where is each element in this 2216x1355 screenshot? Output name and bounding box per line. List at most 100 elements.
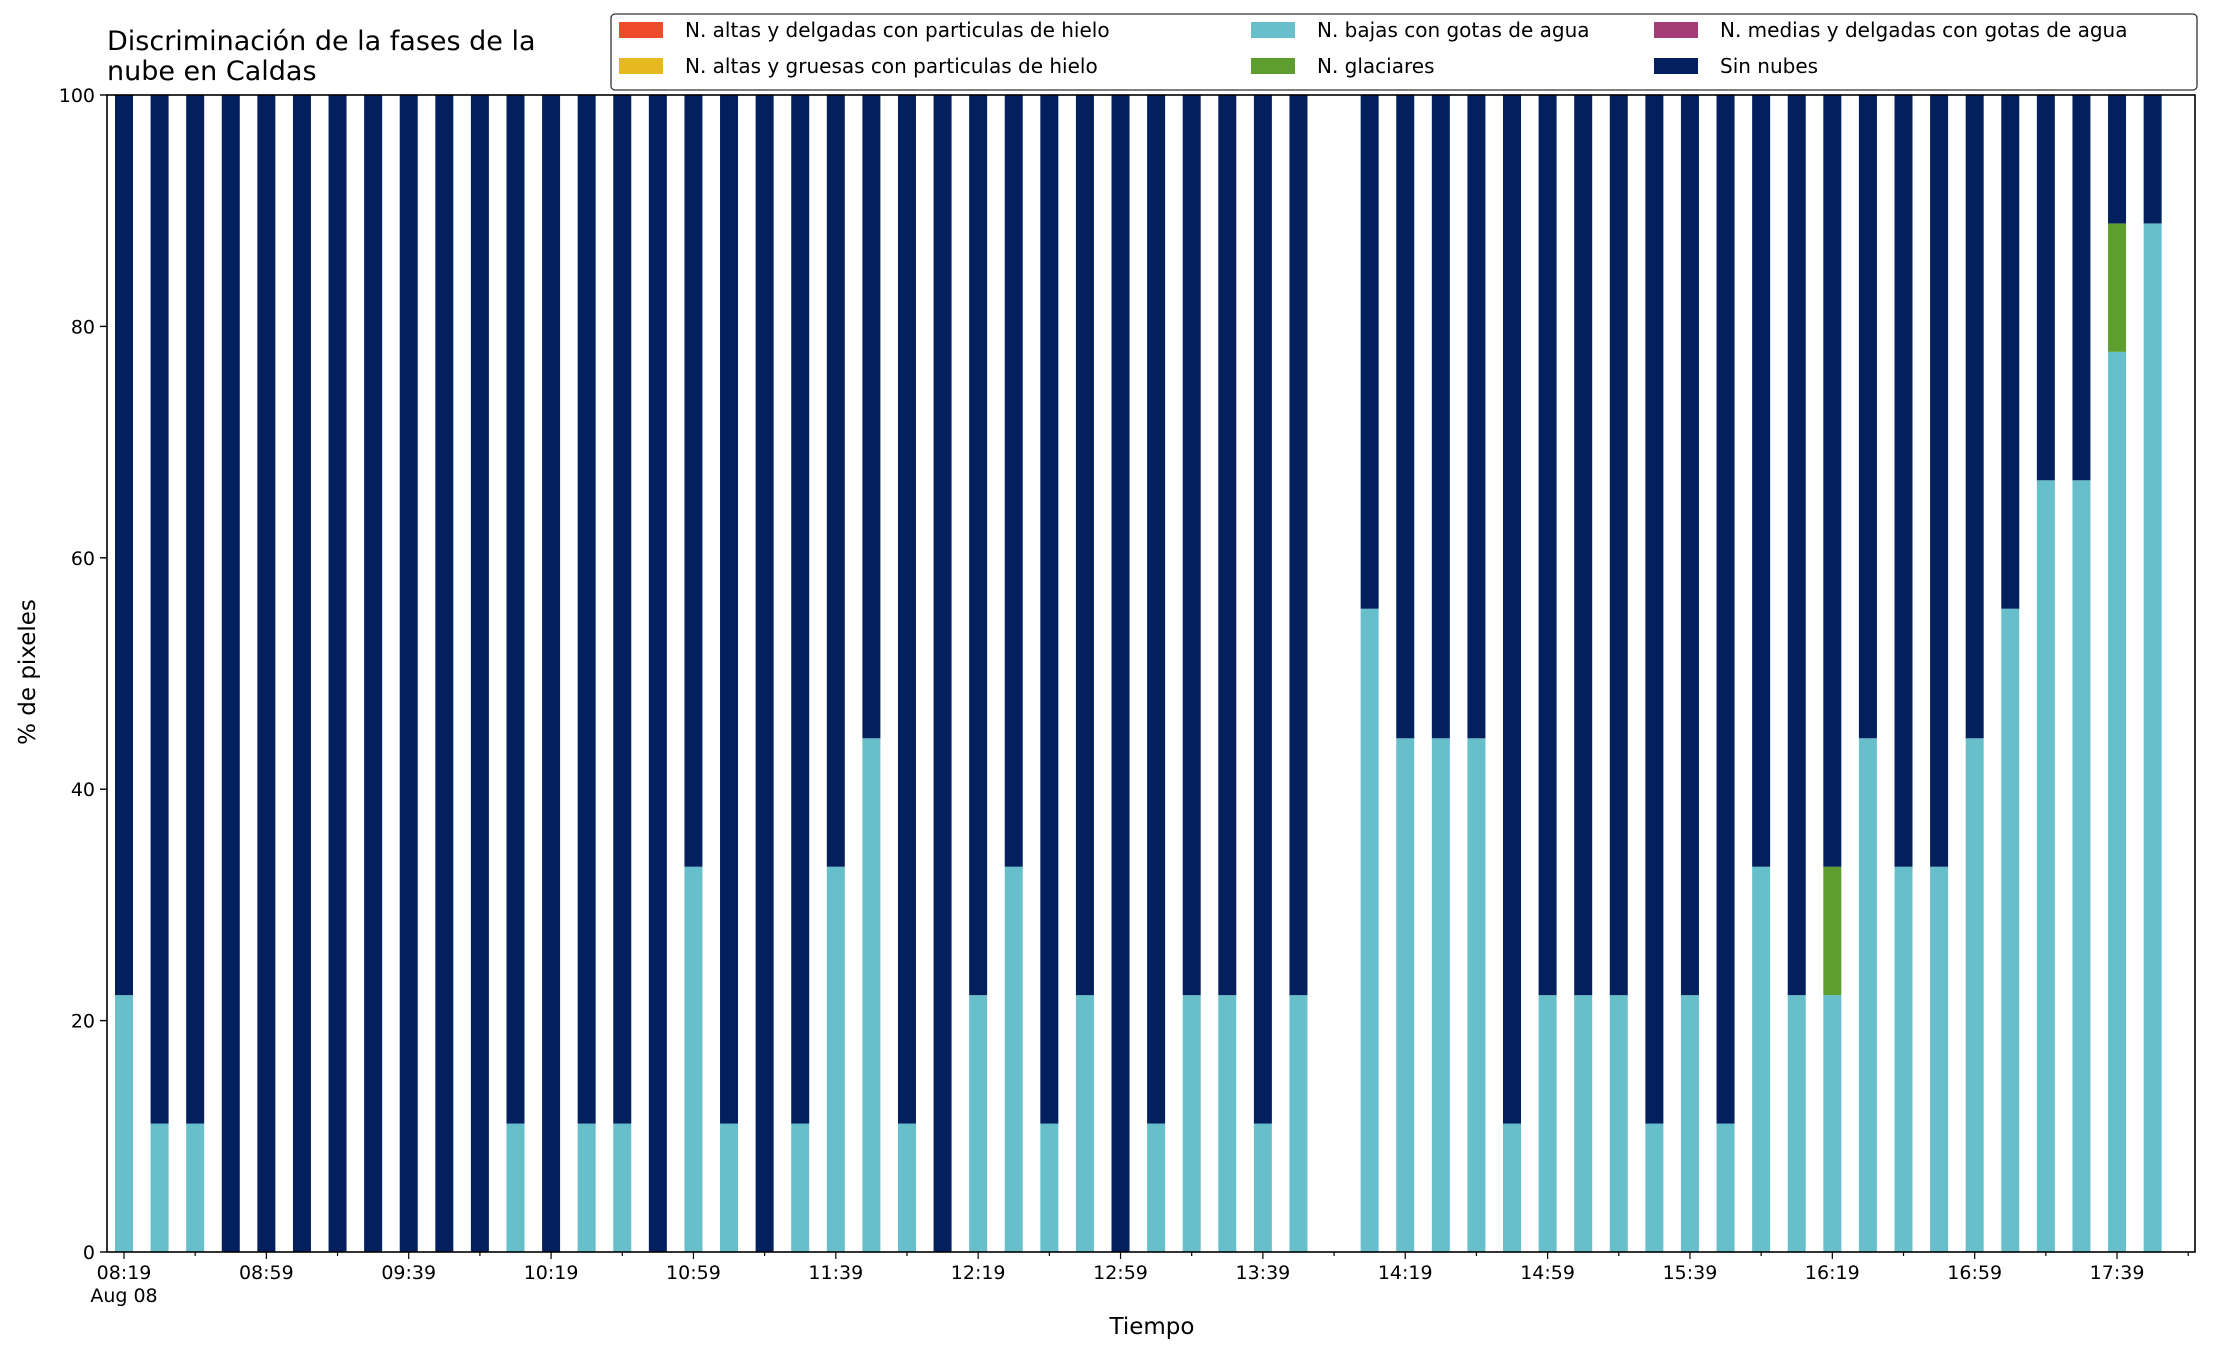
bar-segment <box>1289 95 1308 996</box>
bar-segment <box>2143 223 2162 1253</box>
legend-label: N. glaciares <box>1317 54 1435 78</box>
bar-segment <box>826 866 845 1252</box>
bar-segment <box>1360 608 1379 1252</box>
bar-segment <box>862 738 881 1252</box>
legend-swatch <box>1654 22 1698 38</box>
bar-segment <box>364 95 383 1252</box>
legend-swatch <box>619 22 663 38</box>
bar-segment <box>1823 95 1842 867</box>
plot-frame <box>106 94 2196 1253</box>
bar-segment <box>613 95 632 1124</box>
bar-segment <box>506 1123 525 1252</box>
bar-segment <box>791 95 810 1124</box>
chart-title-line: Discriminación de la fases de la <box>107 26 536 57</box>
chart-title-line: nube en Caldas <box>107 56 317 87</box>
bar-segment <box>1716 1123 1735 1252</box>
x-tick-label: 08:59 <box>239 1262 294 1284</box>
bar-segment <box>2072 480 2091 1252</box>
bar-segment <box>292 95 311 1252</box>
bar-segment <box>221 95 240 1252</box>
bars <box>115 95 2162 1253</box>
bar-segment <box>1075 995 1094 1252</box>
bar-segment <box>399 95 418 1252</box>
bar-segment <box>1075 95 1094 996</box>
x-tick-label: 16:19 <box>1805 1262 1860 1284</box>
bar-segment <box>897 1123 916 1252</box>
bar-segment <box>1823 995 1842 1252</box>
x-tick-label: 08:19 <box>97 1262 152 1284</box>
bar-segment <box>1787 95 1806 996</box>
bar-segment <box>1894 95 1913 867</box>
bar-segment <box>1574 995 1593 1252</box>
bar-segment <box>2001 95 2020 609</box>
x-axis-label: Tiempo <box>1109 1314 1195 1340</box>
bar-segment <box>1858 738 1877 1252</box>
bar-segment <box>435 95 454 1252</box>
bar-segment <box>969 995 988 1252</box>
bar-segment <box>755 95 774 1252</box>
bar-segment <box>1609 995 1628 1252</box>
bar-segment <box>1004 95 1023 867</box>
bar-segment <box>1182 995 1201 1252</box>
bar-segment <box>1680 95 1699 996</box>
legend-swatch <box>1251 58 1295 74</box>
legend-swatch <box>1251 22 1295 38</box>
x-tick-label: 11:39 <box>808 1262 863 1284</box>
x-tick-label: 12:19 <box>951 1262 1006 1284</box>
bar-segment <box>1680 995 1699 1252</box>
legend: N. altas y delgadas con particulas de hi… <box>610 13 2198 91</box>
legend-label: N. altas y delgadas con particulas de hi… <box>685 18 1110 42</box>
bar-segment <box>1253 1123 1272 1252</box>
bar-segment <box>186 1123 205 1252</box>
bar-segment <box>1218 95 1237 996</box>
legend-swatch <box>619 58 663 74</box>
bar-segment <box>648 95 667 1252</box>
x-tick-label: 14:59 <box>1520 1262 1575 1284</box>
x-tick-label: 12:59 <box>1093 1262 1148 1284</box>
bar-segment <box>791 1123 810 1252</box>
x-tick-label: 10:19 <box>524 1262 579 1284</box>
y-tick-label: 60 <box>71 548 95 570</box>
x-tick-label: 17:39 <box>2090 1262 2145 1284</box>
bar-segment <box>2072 95 2091 481</box>
bar-segment <box>150 95 169 1124</box>
bar-segment <box>542 95 561 1252</box>
bar-segment <box>720 1123 739 1252</box>
bar-segment <box>257 95 276 1252</box>
bar-segment <box>1431 95 1450 739</box>
bar-segment <box>2001 608 2020 1252</box>
bar-segment <box>1645 95 1664 1124</box>
legend-box <box>610 13 2198 91</box>
bar-segment <box>577 1123 596 1252</box>
bar-segment <box>1965 95 1984 739</box>
bar-segment <box>1787 995 1806 1252</box>
bar-segment <box>1289 995 1308 1252</box>
bar-segment <box>470 95 489 1252</box>
axes: 0 20 40 60 80 100 08:19 08:59 09:39 10:19 10:59 11:… <box>59 85 2196 1307</box>
y-axis-label: % de pixeles <box>15 599 41 745</box>
bar-segment <box>1467 738 1486 1252</box>
bar-segment <box>1182 95 1201 996</box>
y-tick-label: 20 <box>71 1011 95 1033</box>
bar-segment <box>150 1123 169 1252</box>
bar-segment <box>1004 866 1023 1252</box>
y-tick-label: 80 <box>71 316 95 338</box>
y-tick-label: 40 <box>71 779 95 801</box>
bar-segment <box>684 95 703 867</box>
bar-segment <box>186 95 205 1124</box>
bar-segment <box>1040 95 1059 1124</box>
bar-segment <box>1930 866 1949 1252</box>
bar-segment <box>1823 866 1842 996</box>
bar-segment <box>115 995 133 1252</box>
bar-segment <box>1752 866 1771 1252</box>
bar-segment <box>1396 738 1415 1252</box>
bar-segment <box>1716 95 1735 1124</box>
y-tick-label: 0 <box>83 1242 95 1264</box>
y-tick-label: 100 <box>59 85 95 107</box>
bar-segment <box>328 95 347 1252</box>
legend-swatch <box>1654 58 1698 74</box>
bar-segment <box>1930 95 1949 867</box>
x-date-label: Aug 08 <box>90 1285 157 1307</box>
bar-segment <box>1040 1123 1059 1252</box>
